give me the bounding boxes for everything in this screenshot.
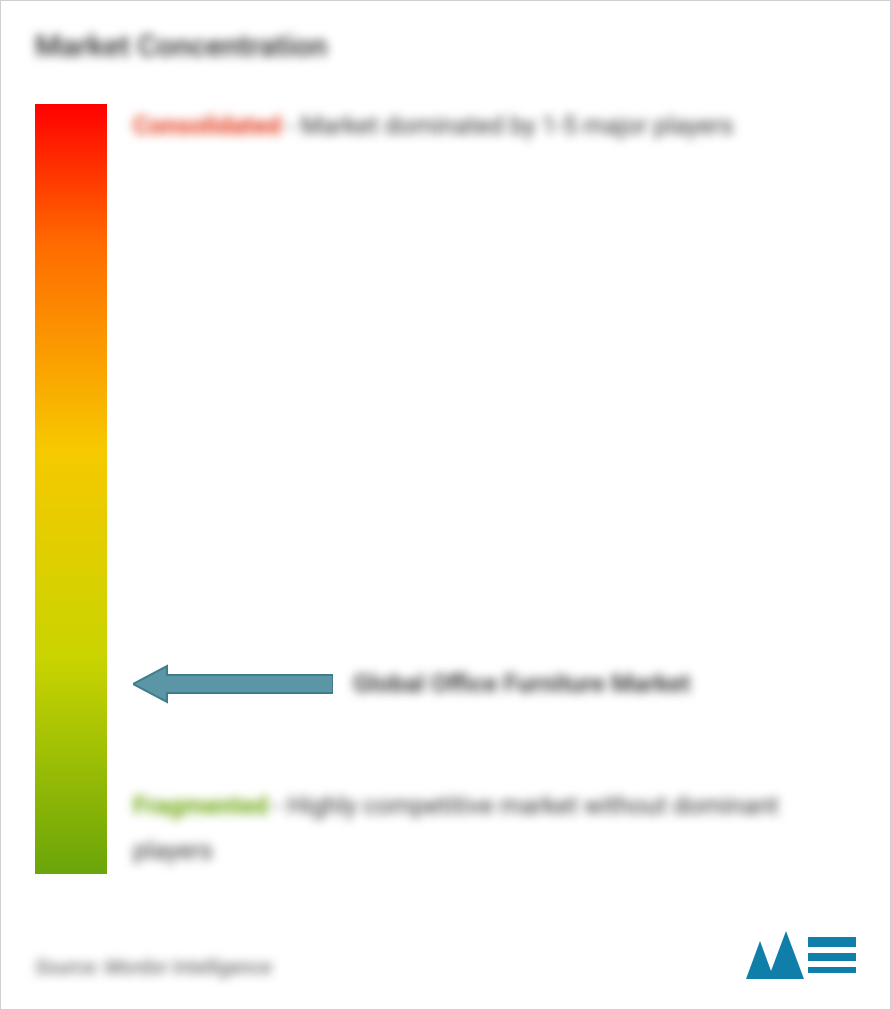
footer: Source: Mordor Intelligence <box>35 931 856 979</box>
brand-logo-icon <box>746 931 856 979</box>
consolidated-lead: Consolidated <box>133 112 281 141</box>
content-row: Consolidated - Market dominated by 1-5 m… <box>35 104 856 884</box>
consolidated-description: Consolidated - Market dominated by 1-5 m… <box>133 104 856 149</box>
arrow-left-icon <box>133 664 333 704</box>
source-text: Source: Mordor Intelligence <box>35 955 272 979</box>
chart-container: Market Concentration Consolidated - Mark… <box>0 0 891 1010</box>
text-column: Consolidated - Market dominated by 1-5 m… <box>133 104 856 884</box>
market-label: Global Office Furniture Market <box>353 667 690 702</box>
arrow-shape <box>133 666 333 702</box>
market-marker: Global Office Furniture Market <box>133 664 690 704</box>
fragmented-description: Fragmented - Highly competitive market w… <box>133 784 856 874</box>
chart-title: Market Concentration <box>35 29 856 64</box>
concentration-gradient-bar <box>35 104 107 874</box>
consolidated-rest: - Market dominated by 1-5 major players <box>287 112 733 141</box>
fragmented-lead: Fragmented <box>133 792 268 821</box>
